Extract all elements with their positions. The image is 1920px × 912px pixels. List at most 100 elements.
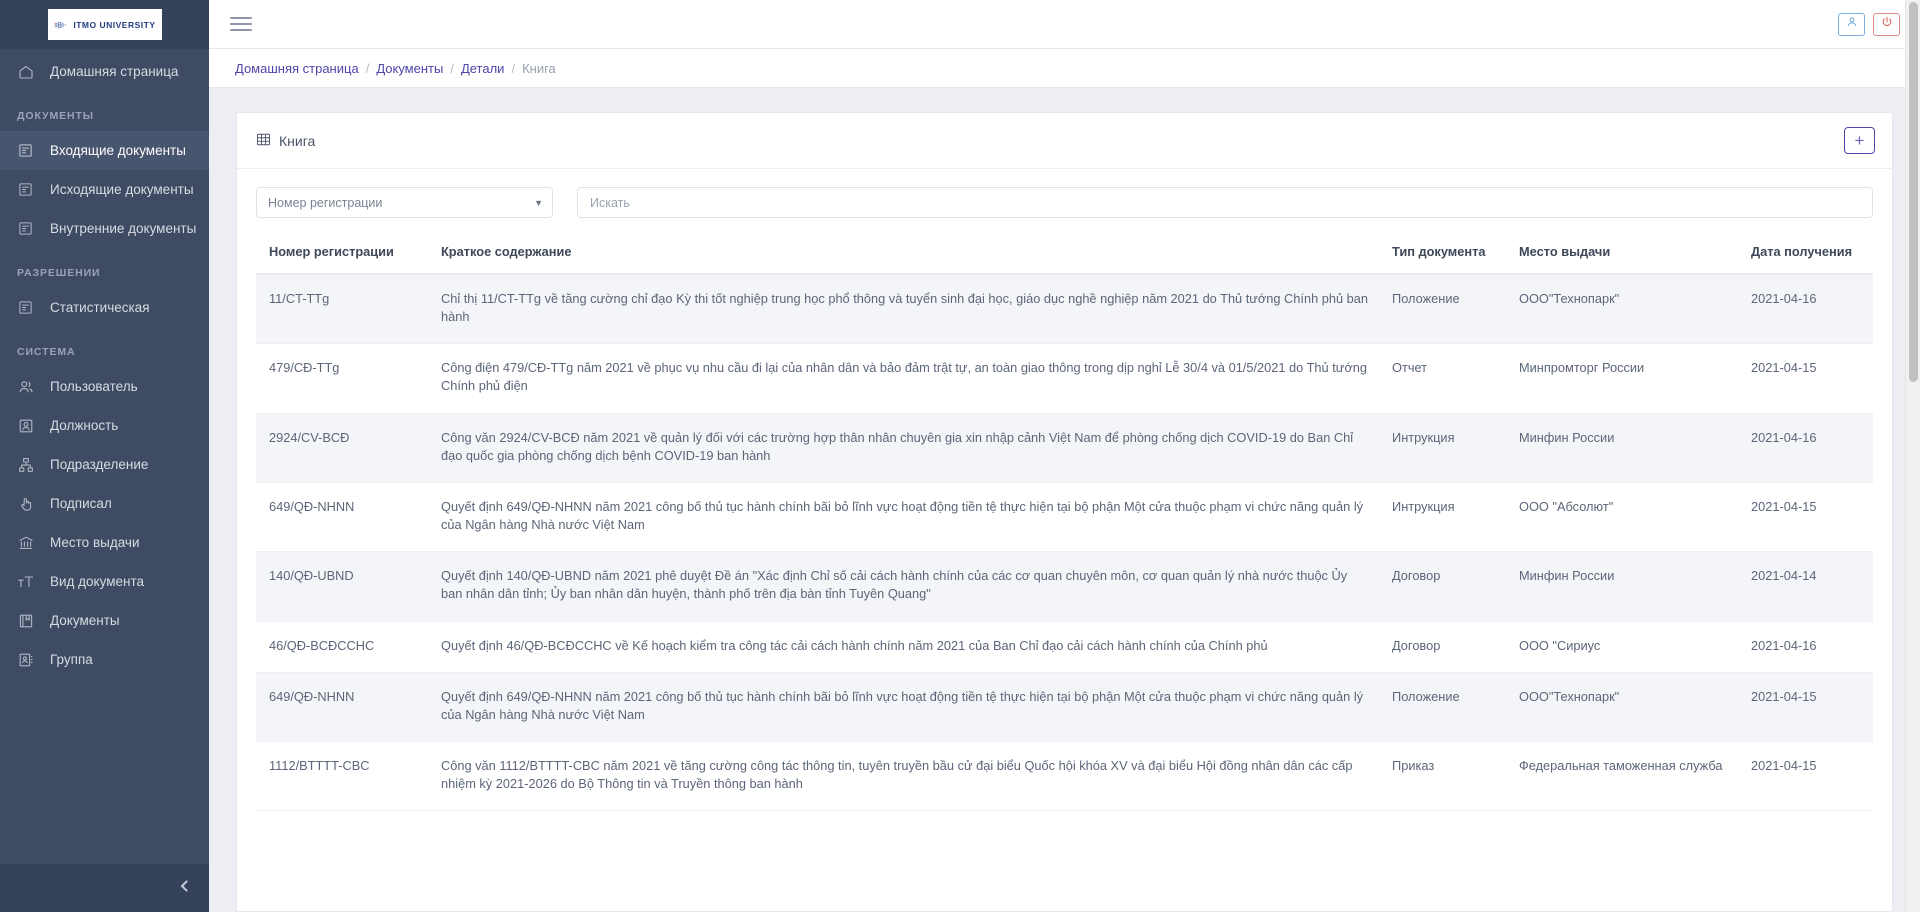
text-size-icon: [17, 573, 34, 590]
sidebar-item-statistics[interactable]: Статистическая: [0, 288, 209, 327]
sidebar-item-issuing-place[interactable]: Место выдачи: [0, 523, 209, 562]
column-header-receipt-date[interactable]: Дата получения: [1738, 234, 1873, 275]
table-row[interactable]: 649/QĐ-NHNN Quyết định 649/QĐ-NHNN năm 2…: [256, 672, 1873, 743]
sidebar-collapse-button[interactable]: [0, 864, 209, 912]
sidebar-item-group[interactable]: Группа: [0, 640, 209, 679]
sidebar-logo-bar: ITMO UNIVERSITY: [0, 0, 209, 49]
itmo-logo-text: ITMO UNIVERSITY: [73, 19, 156, 30]
topbar-actions: [1838, 12, 1900, 36]
table-row[interactable]: 11/CT-TTg Chỉ thị 11/CT-TTg về tăng cườn…: [256, 274, 1873, 345]
cell-document-type: Интрукция: [1379, 482, 1506, 553]
cell-registration-number: 479/CĐ-TTg: [256, 343, 428, 414]
cell-receipt-date: 2021-04-16: [1738, 274, 1873, 345]
cell-registration-number: 46/QĐ-BCĐCCHC: [256, 621, 428, 673]
cell-summary: Công điện 479/CĐ-TTg năm 2021 về phục vụ…: [428, 343, 1379, 414]
column-header-issuing-place[interactable]: Место выдачи: [1506, 234, 1738, 275]
content-area: Книга + Номер регистрации Краткое содерж…: [209, 88, 1920, 912]
sidebar-item-position[interactable]: Должность: [0, 406, 209, 445]
sidebar-section-permissions: РАЗРЕШЕНИИ: [17, 267, 101, 279]
sidebar-item-label: Входящие документы: [50, 143, 186, 158]
column-header-document-type[interactable]: Тип документа: [1379, 234, 1506, 275]
breadcrumb-item-details[interactable]: Детали: [460, 60, 505, 76]
cell-summary: Quyết định 649/QĐ-NHNN năm 2021 công bố …: [428, 482, 1379, 553]
documents-table: Номер регистрации Краткое содержание Тип…: [256, 234, 1873, 812]
sidebar-item-label: Документы: [50, 613, 120, 628]
cell-receipt-date: 2021-04-15: [1738, 482, 1873, 553]
cell-issuing-place: ООО "Сириус: [1506, 621, 1738, 673]
sidebar-item-label: Домашняя страница: [50, 64, 179, 79]
search-input[interactable]: [577, 187, 1873, 218]
sidebar-item-documents[interactable]: Документы: [0, 601, 209, 640]
org-chart-icon: [17, 456, 34, 473]
breadcrumb-item-home[interactable]: Домашняя страница: [235, 60, 359, 76]
column-header-registration-number[interactable]: Номер регистрации: [256, 234, 428, 275]
table-row[interactable]: 2924/CV-BCĐ Công văn 2924/CV-BCĐ năm 202…: [256, 413, 1873, 483]
breadcrumb-separator: /: [450, 60, 454, 76]
user-profile-button[interactable]: [1838, 12, 1865, 36]
cell-document-type: Интрукция: [1379, 413, 1506, 483]
cell-document-type: Договор: [1379, 551, 1506, 622]
table-header-row: Номер регистрации Краткое содержание Тип…: [256, 234, 1873, 275]
sidebar-item-signed-by[interactable]: Подписал: [0, 484, 209, 523]
sidebar-item-user[interactable]: Пользователь: [0, 367, 209, 406]
filter-field-select[interactable]: Номер регистрации Краткое содержание Тип…: [256, 187, 553, 218]
cell-registration-number: 1112/BTTTT-CBC: [256, 741, 428, 812]
user-icon: [1846, 15, 1858, 33]
table-grid-icon: [256, 132, 271, 150]
hamburger-icon[interactable]: [230, 17, 252, 31]
sidebar-item-label: Подразделение: [50, 457, 149, 472]
cell-registration-number: 11/CT-TTg: [256, 274, 428, 345]
cell-receipt-date: 2021-04-15: [1738, 672, 1873, 743]
cell-receipt-date: 2021-04-16: [1738, 621, 1873, 673]
table-body: 11/CT-TTg Chỉ thị 11/CT-TTg về tăng cườn…: [256, 274, 1873, 812]
cell-registration-number: 2924/CV-BCĐ: [256, 413, 428, 483]
cell-issuing-place: Минфин России: [1506, 551, 1738, 622]
badge-icon: [17, 417, 34, 434]
itmo-logo[interactable]: ITMO UNIVERSITY: [47, 9, 162, 40]
hand-pointer-icon: [17, 495, 34, 512]
sidebar-item-document-type[interactable]: Вид документа: [0, 562, 209, 601]
sidebar-item-internal-documents[interactable]: Внутренние документы: [0, 209, 209, 248]
cell-registration-number: 140/QĐ-UBND: [256, 551, 428, 622]
cell-summary: Công văn 1112/BTTTT-CBC năm 2021 về tăng…: [428, 741, 1379, 812]
cell-issuing-place: ООО "Абсолют": [1506, 482, 1738, 553]
table-row[interactable]: 649/QĐ-NHNN Quyết định 649/QĐ-NHNN năm 2…: [256, 482, 1873, 553]
sidebar-item-incoming-documents[interactable]: Входящие документы: [0, 131, 209, 170]
chevron-left-icon: [178, 878, 191, 899]
users-icon: [17, 378, 34, 395]
cell-document-type: Приказ: [1379, 741, 1506, 812]
cell-receipt-date: 2021-04-15: [1738, 343, 1873, 414]
column-header-summary[interactable]: Краткое содержание: [428, 234, 1379, 275]
table-row[interactable]: 140/QĐ-UBND Quyết định 140/QĐ-UBND năm 2…: [256, 551, 1873, 622]
table-row[interactable]: 46/QĐ-BCĐCCHC Quyết định 46/QĐ-BCĐCCHC v…: [256, 621, 1873, 673]
add-record-button[interactable]: +: [1844, 127, 1875, 154]
table-row[interactable]: 479/CĐ-TTg Công điện 479/CĐ-TTg năm 2021…: [256, 343, 1873, 414]
logout-button[interactable]: [1873, 12, 1900, 36]
cell-issuing-place: Федеральная таможенная служба: [1506, 741, 1738, 812]
sidebar: ITMO UNIVERSITY Домашняя страница ДОКУМЕ…: [0, 0, 209, 912]
top-bar: [209, 0, 1920, 49]
page-scrollbar-thumb[interactable]: [1909, 2, 1918, 382]
sidebar-item-outgoing-documents[interactable]: Исходящие документы: [0, 170, 209, 209]
filter-bar: Номер регистрации Краткое содержание Тип…: [237, 169, 1892, 234]
page-scrollbar[interactable]: [1905, 0, 1920, 912]
cell-issuing-place: Минпромторг России: [1506, 343, 1738, 414]
document-icon: [17, 220, 34, 237]
sidebar-item-department[interactable]: Подразделение: [0, 445, 209, 484]
cell-registration-number: 649/QĐ-NHNN: [256, 482, 428, 553]
document-icon: [17, 142, 34, 159]
breadcrumb-item-documents[interactable]: Документы: [376, 60, 444, 76]
breadcrumb-current: Книга: [522, 60, 556, 76]
sidebar-item-label: Внутренние документы: [50, 221, 197, 236]
bank-icon: [17, 534, 34, 551]
cell-registration-number: 649/QĐ-NHNN: [256, 672, 428, 743]
itmo-dots-icon: [54, 21, 66, 28]
filter-field-wrapper: Номер регистрации Краткое содержание Тип…: [256, 187, 553, 218]
cell-document-type: Отчет: [1379, 343, 1506, 414]
sidebar-item-home[interactable]: Домашняя страница: [0, 52, 209, 91]
sidebar-item-label: Должность: [50, 418, 119, 433]
table-row[interactable]: 1112/BTTTT-CBC Công văn 1112/BTTTT-CBC n…: [256, 741, 1873, 812]
cell-summary: Công văn 2924/CV-BCĐ năm 2021 về quản lý…: [428, 413, 1379, 483]
card-header: Книга +: [237, 113, 1892, 169]
cell-document-type: Положение: [1379, 274, 1506, 345]
